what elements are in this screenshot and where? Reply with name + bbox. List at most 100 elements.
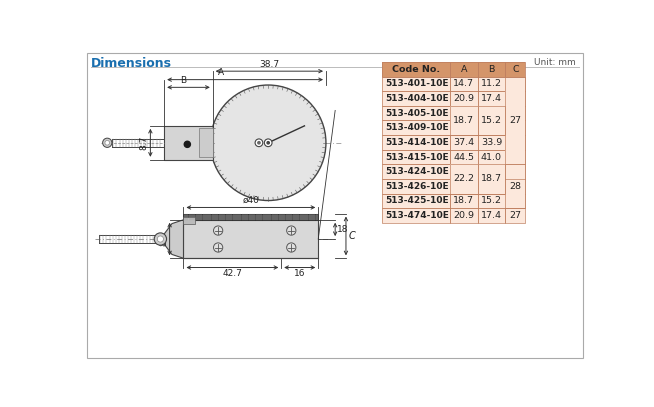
- Bar: [450, 135, 477, 150]
- Bar: [450, 179, 477, 194]
- Bar: [477, 106, 506, 135]
- Text: 14.7: 14.7: [453, 79, 474, 88]
- Circle shape: [286, 226, 296, 235]
- Bar: [382, 106, 450, 120]
- Bar: [164, 126, 213, 160]
- Bar: [450, 194, 477, 208]
- Bar: [477, 91, 506, 106]
- Text: 18.7: 18.7: [453, 116, 474, 125]
- Bar: [450, 208, 477, 223]
- Bar: [477, 106, 506, 120]
- Bar: [477, 179, 506, 194]
- Circle shape: [213, 226, 223, 235]
- Circle shape: [211, 85, 326, 201]
- Circle shape: [105, 140, 110, 145]
- Bar: [382, 77, 525, 223]
- Bar: [506, 164, 525, 208]
- Text: 15.2: 15.2: [481, 197, 502, 206]
- Bar: [450, 91, 477, 106]
- Bar: [382, 62, 525, 77]
- Bar: [382, 194, 450, 208]
- Bar: [477, 150, 506, 164]
- Bar: [450, 164, 477, 194]
- Text: 513-401-10E: 513-401-10E: [385, 79, 449, 88]
- Text: 513-426-10E: 513-426-10E: [385, 182, 449, 191]
- Circle shape: [267, 142, 269, 144]
- Bar: [506, 62, 525, 77]
- Text: C: C: [349, 231, 355, 241]
- Bar: [477, 77, 506, 91]
- Bar: [477, 120, 506, 135]
- Bar: [382, 150, 450, 164]
- Text: 28: 28: [509, 182, 521, 191]
- Text: 513-414-10E: 513-414-10E: [385, 138, 449, 147]
- Bar: [477, 62, 506, 77]
- Bar: [477, 208, 506, 223]
- Circle shape: [255, 139, 263, 147]
- Bar: [382, 164, 450, 179]
- Text: 41.0: 41.0: [481, 153, 502, 162]
- Bar: [382, 77, 450, 91]
- Text: 513-404-10E: 513-404-10E: [385, 94, 449, 103]
- Text: 18.7: 18.7: [481, 175, 502, 184]
- Bar: [450, 106, 477, 120]
- Bar: [506, 164, 525, 179]
- Bar: [184, 214, 318, 220]
- Circle shape: [184, 141, 190, 147]
- Text: 20.9: 20.9: [453, 211, 474, 220]
- Bar: [382, 135, 450, 150]
- Text: ø40: ø40: [243, 196, 259, 205]
- Bar: [450, 106, 477, 135]
- Text: 20.9: 20.9: [453, 94, 474, 103]
- Text: A: A: [218, 68, 224, 77]
- Bar: [382, 179, 450, 194]
- Circle shape: [158, 236, 164, 242]
- Text: 16: 16: [294, 269, 305, 278]
- Text: 11.2: 11.2: [481, 79, 502, 88]
- Bar: [382, 91, 450, 106]
- Bar: [506, 208, 525, 223]
- Text: Code No.: Code No.: [392, 65, 440, 74]
- Bar: [506, 194, 525, 208]
- Text: 33.9: 33.9: [481, 138, 502, 147]
- Text: 513-474-10E: 513-474-10E: [385, 211, 449, 220]
- Bar: [506, 77, 525, 164]
- Bar: [506, 77, 525, 91]
- Text: 513-424-10E: 513-424-10E: [385, 167, 449, 176]
- Circle shape: [258, 142, 260, 144]
- Bar: [477, 164, 506, 179]
- Bar: [477, 106, 506, 135]
- Bar: [450, 62, 477, 77]
- Bar: [506, 150, 525, 164]
- Bar: [450, 164, 477, 179]
- Bar: [506, 179, 525, 194]
- Bar: [506, 77, 525, 164]
- Text: 15.2: 15.2: [481, 116, 502, 125]
- Bar: [450, 77, 477, 91]
- Text: 513-405-10E: 513-405-10E: [385, 109, 449, 118]
- Text: 513-409-10E: 513-409-10E: [385, 123, 449, 132]
- Circle shape: [264, 139, 272, 147]
- Bar: [184, 217, 195, 223]
- Bar: [477, 164, 506, 194]
- Bar: [506, 164, 525, 208]
- Polygon shape: [160, 220, 184, 258]
- Bar: [506, 135, 525, 150]
- Bar: [382, 62, 450, 77]
- Text: 18: 18: [337, 225, 348, 234]
- Text: 37.4: 37.4: [453, 138, 474, 147]
- Bar: [199, 128, 213, 158]
- Text: 18.7: 18.7: [453, 197, 474, 206]
- Circle shape: [103, 138, 112, 147]
- Text: 17.4: 17.4: [481, 211, 502, 220]
- Circle shape: [286, 243, 296, 252]
- Text: 513-425-10E: 513-425-10E: [385, 197, 449, 206]
- Text: 513-415-10E: 513-415-10E: [385, 153, 449, 162]
- Text: 27: 27: [509, 211, 521, 220]
- Text: 8.9: 8.9: [159, 232, 168, 246]
- Bar: [382, 208, 450, 223]
- Bar: [506, 106, 525, 120]
- Bar: [477, 194, 506, 208]
- Bar: [450, 120, 477, 135]
- Bar: [382, 120, 450, 135]
